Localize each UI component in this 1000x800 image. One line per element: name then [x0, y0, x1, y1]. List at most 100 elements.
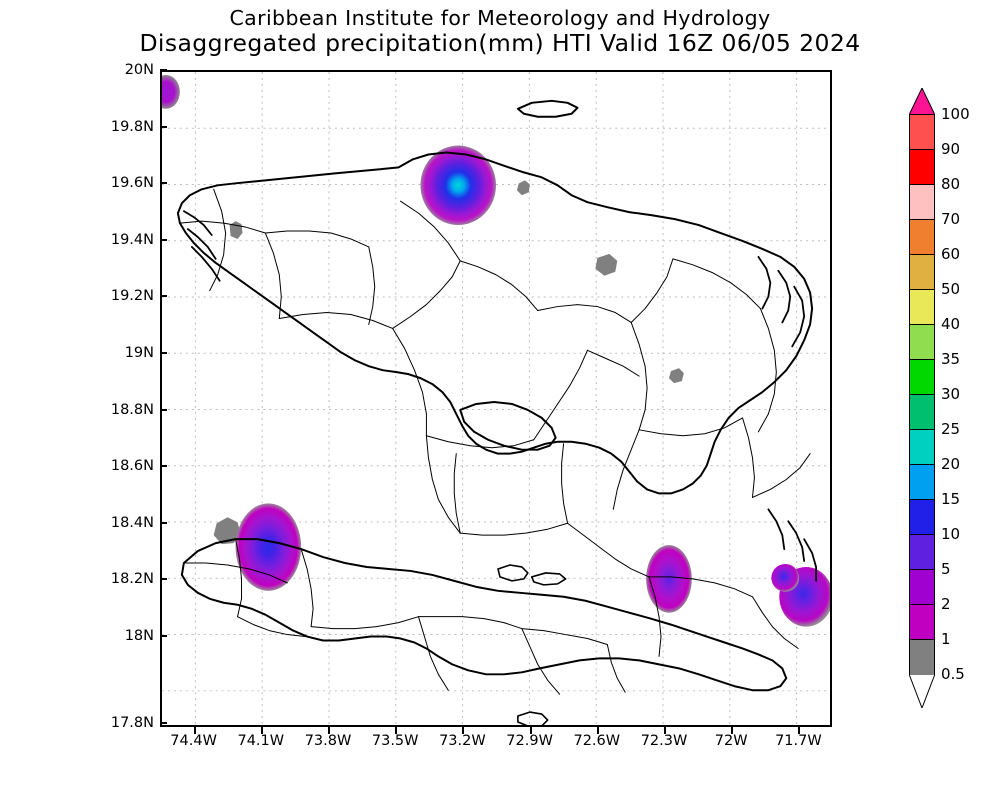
xtick-mark-73p5W — [395, 727, 398, 734]
admin-nord-1 — [278, 312, 394, 329]
ytick-mark-18p2N — [160, 578, 167, 581]
xtick-label-74p4W: 74.4W — [170, 733, 217, 749]
coast-texture-southeast — [767, 508, 817, 582]
gray-patch-centre — [668, 368, 684, 384]
admin-sud-2 — [310, 616, 419, 630]
cb-label-50: 50 — [941, 280, 961, 298]
cb-label-15: 15 — [941, 490, 961, 508]
ytick-label-19p6N: 19.6N — [110, 175, 154, 192]
admin-nord-est-2 — [630, 258, 674, 323]
map-gridlines — [162, 72, 830, 725]
admin-ouest-2 — [459, 522, 569, 536]
ytick-mark-19p8N — [160, 125, 167, 128]
cb-band-50-60 — [910, 255, 934, 290]
xtick-label-73p8W: 73.8W — [304, 733, 352, 749]
xtick-mark-74p4W — [193, 727, 196, 734]
ytick-label-20N: 20N — [124, 62, 154, 78]
ytick-label-19p8N: 19.8N — [110, 118, 154, 135]
coast-north-haiti — [176, 151, 814, 495]
cb-label-25: 25 — [941, 420, 961, 438]
admin-nord-est-3 — [672, 258, 761, 310]
haiti-boundaries — [176, 99, 817, 725]
cb-label-70: 70 — [941, 210, 961, 228]
ytick-mark-19p6N — [160, 182, 167, 185]
admin-interior-4 — [368, 246, 376, 325]
title-line-institute: Caribbean Institute for Meteorology and … — [229, 6, 771, 30]
admin-artibonite-2 — [425, 435, 535, 449]
xtick-label-72p6W: 72.6W — [573, 733, 621, 749]
cb-band-5-10 — [910, 535, 934, 570]
blob-north — [420, 145, 496, 226]
admin-interior-11 — [237, 616, 306, 638]
admin-ouest-3 — [567, 522, 650, 578]
ytick-mark-19N — [160, 352, 167, 354]
admin-nippes-1 — [417, 616, 523, 630]
cb-band-1-2 — [910, 605, 934, 640]
coast-texture-northwest — [182, 210, 221, 282]
admin-nord-est-1 — [537, 304, 632, 323]
cb-label-10: 10 — [941, 525, 961, 543]
xtick-mark-71p7W — [798, 727, 801, 734]
ytick-mark-20N — [160, 69, 167, 71]
ytick-mark-18p8N — [160, 408, 167, 411]
xtick-label-72W: 72W — [714, 733, 748, 749]
cb-band-60-70 — [910, 220, 934, 255]
admin-nord-2 — [392, 260, 461, 329]
admin-grand-anse-2 — [183, 562, 288, 584]
ytick-label-17p8N: 17.8N — [110, 715, 154, 731]
cb-label-90: 90 — [941, 140, 961, 158]
xtick-mark-72W — [731, 727, 734, 734]
ytick-label-18p4N: 18.4N — [110, 514, 154, 531]
xtick-mark-73p8W — [328, 727, 330, 734]
chart-title-block: Caribbean Institute for Meteorology and … — [0, 6, 1000, 56]
admin-nord-3 — [459, 260, 539, 312]
admin-nord-ouest-2 — [179, 220, 266, 234]
ytick-mark-19p2N — [160, 295, 167, 298]
xtick-mark-72p6W — [596, 727, 599, 734]
admin-interior-5 — [742, 417, 755, 498]
y-axis-labels: 20N 19.8N 19.6N 19.4N 19.2N 19N 18.8N 18… — [88, 62, 154, 731]
cb-band-20-25 — [910, 430, 934, 465]
cb-band-90-100 — [910, 115, 934, 150]
admin-artibonite-1 — [392, 327, 427, 437]
admin-interior-8 — [561, 443, 569, 524]
title-line-product: Disaggregated precipitation(mm) HTI Vali… — [139, 29, 861, 57]
xtick-label-72p3W: 72.3W — [640, 733, 688, 749]
admin-interior-3 — [264, 230, 370, 248]
admin-nippes-2 — [521, 628, 561, 695]
ytick-label-18p6N: 18.6N — [110, 458, 154, 475]
ytick-mark-17p8N — [160, 722, 167, 724]
cb-label-60: 60 — [941, 245, 961, 263]
ytick-label-19p4N: 19.4N — [110, 231, 154, 248]
cb-band-35-40 — [910, 325, 934, 360]
cb-label-0p5: 0.5 — [941, 665, 965, 683]
cb-label-30: 30 — [941, 385, 961, 403]
map-plot-area — [160, 70, 832, 727]
cb-label-35: 35 — [941, 350, 961, 368]
cb-label-5: 5 — [941, 560, 951, 578]
admin-interior-2 — [400, 200, 461, 262]
precipitation-colorbar: 100 90 80 70 60 50 40 35 30 25 20 15 10 … — [909, 88, 970, 708]
xtick-label-72p9W: 72.9W — [506, 733, 553, 749]
ytick-label-19N: 19N — [124, 345, 154, 361]
admin-interior-7 — [612, 429, 640, 510]
xtick-label-71p7W: 71.7W — [775, 733, 822, 749]
xtick-label-73p5W: 73.5W — [371, 733, 419, 749]
blob-sud — [235, 503, 302, 591]
ytick-label-18N: 18N — [124, 628, 154, 644]
x-axis-labels: 74.4W 74.1W 73.8W 73.5W 73.2W 72.9W 72.6… — [0, 733, 1000, 755]
colorbar-bands — [909, 114, 935, 675]
cb-band-15-20 — [910, 465, 934, 500]
colorbar-arrow-low — [909, 674, 935, 708]
colorbar-arrow-high — [909, 88, 935, 115]
admin-nord-ouest-3 — [264, 232, 282, 319]
ytick-mark-18p4N — [160, 521, 167, 524]
admin-interior-13 — [606, 643, 626, 693]
admin-interior-10 — [751, 596, 799, 649]
cb-label-2: 2 — [941, 595, 951, 613]
xtick-mark-74p1W — [260, 727, 263, 734]
ytick-label-19p2N: 19.2N — [110, 288, 154, 305]
admin-interior-12 — [521, 628, 608, 645]
cb-band-30-35 — [910, 360, 934, 395]
admin-interior-1 — [586, 349, 640, 377]
